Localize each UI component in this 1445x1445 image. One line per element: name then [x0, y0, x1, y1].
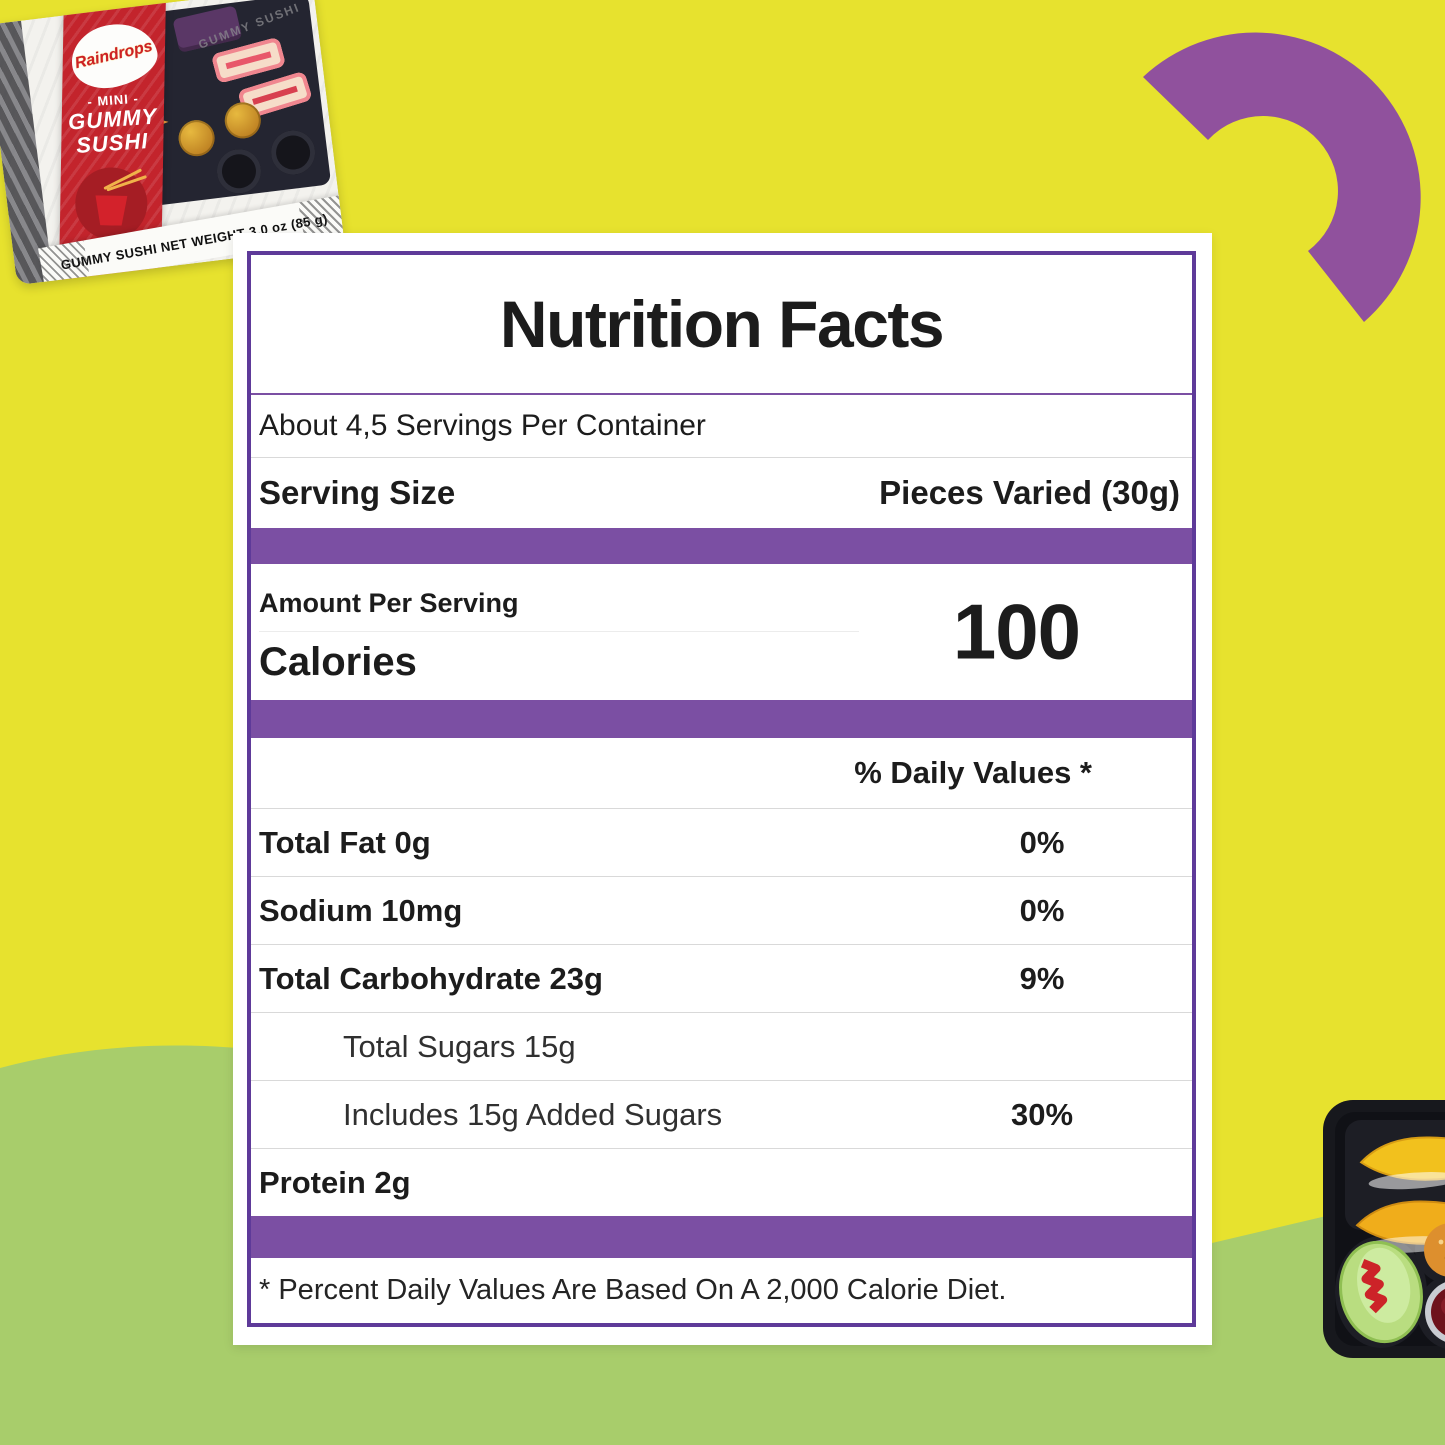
nutrient-daily-value: 9% — [1019, 960, 1065, 996]
gummy-sushi-tray-photo — [1323, 1100, 1445, 1358]
red-sauce-cup — [1425, 1282, 1445, 1342]
yellow-fish-gummy — [1359, 1133, 1445, 1190]
nutrient-row-total-fat: Total Fat 0g 0% — [251, 808, 1192, 876]
nutrition-title-section: Nutrition Facts — [251, 255, 1192, 395]
footnote-text: * Percent Daily Values Are Based On A 2,… — [259, 1274, 1007, 1306]
nutrient-label: Total Carbohydrate 23g — [259, 960, 603, 996]
nutrient-row-protein: Protein 2g — [251, 1148, 1192, 1216]
servings-per-container-row: About 4,5 Servings Per Container — [251, 395, 1192, 458]
brand-logo-blob: Raindrops — [65, 15, 163, 96]
serving-size-label: Serving Size — [259, 474, 456, 511]
daily-values-header: % Daily Values * — [854, 755, 1092, 790]
band-word-sushi: SUSHI — [75, 128, 150, 159]
takeout-box-icon — [92, 191, 131, 226]
nutrient-row-sodium: Sodium 10mg 0% — [251, 876, 1192, 944]
daily-value-footnote: * Percent Daily Values Are Based On A 2,… — [251, 1258, 1192, 1323]
nutrient-row-added-sugars: Includes 15g Added Sugars 30% — [251, 1080, 1192, 1148]
calories-label: Calories — [259, 640, 417, 684]
gold-ball-gummy — [176, 118, 217, 159]
nutrient-row-total-sugars: Total Sugars 15g — [251, 1012, 1192, 1080]
nutrient-daily-value: 0% — [1019, 824, 1065, 860]
purple-divider-bar — [251, 1216, 1192, 1258]
nutrition-label-frame: Nutrition Facts About 4,5 Servings Per C… — [247, 251, 1196, 1327]
nutrient-label: Total Sugars 15g — [343, 1028, 576, 1064]
sesame-ball-gummy — [1424, 1223, 1445, 1277]
calories-value: 100 — [952, 587, 1081, 676]
nutrient-label: Sodium 10mg — [259, 892, 463, 928]
serving-size-row: Serving Size Pieces Varied (30g) — [251, 458, 1192, 528]
nutrient-daily-value: 0% — [1019, 892, 1065, 928]
purple-divider-bar — [251, 700, 1192, 738]
brand-logo-text: Raindrops — [73, 37, 155, 73]
nutrition-facts-title: Nutrition Facts — [499, 287, 945, 361]
nutrient-label: Protein 2g — [259, 1164, 411, 1200]
purple-divider-bar — [251, 528, 1192, 564]
sauce-cup — [214, 146, 264, 196]
amount-per-serving-label: Amount Per Serving — [259, 588, 519, 618]
servings-text: About 4,5 Servings Per Container — [259, 409, 706, 442]
nutrient-daily-value: 30% — [1010, 1096, 1074, 1132]
nutrient-row-total-carbohydrate: Total Carbohydrate 23g 9% — [251, 944, 1192, 1012]
green-melon-gummy — [1339, 1240, 1423, 1344]
thin-divider — [259, 631, 859, 632]
takeout-box-badge — [74, 166, 148, 241]
nutrient-label: Total Fat 0g — [259, 824, 431, 860]
calories-section: Amount Per Serving Calories 100 — [251, 564, 1192, 700]
sauce-cup — [268, 128, 318, 178]
serving-size-value: Pieces Varied (30g) — [879, 474, 1180, 511]
nutrient-label: Includes 15g Added Sugars — [343, 1096, 723, 1132]
nutrition-label-sheet: Nutrition Facts About 4,5 Servings Per C… — [233, 233, 1212, 1345]
